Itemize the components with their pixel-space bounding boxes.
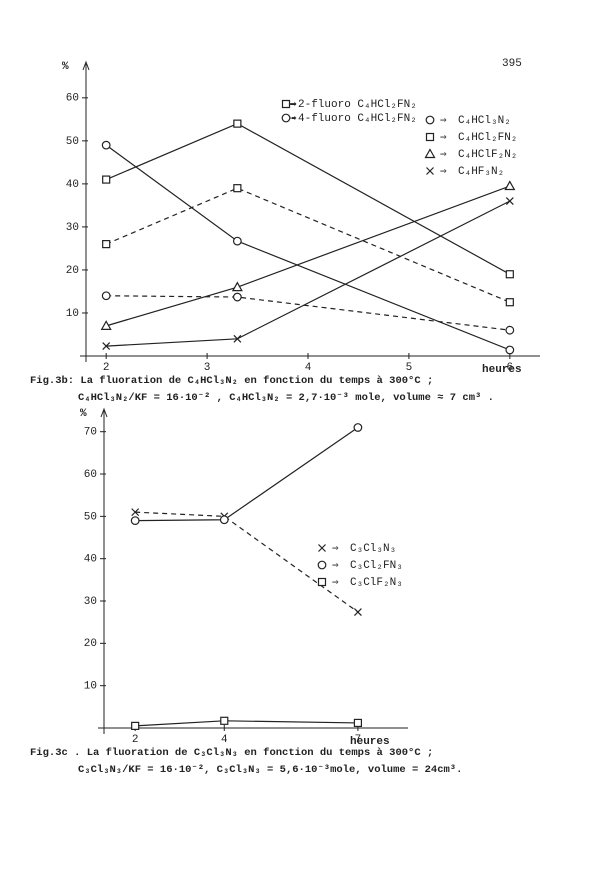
legend-label: C₃Cl₂FN₃ <box>350 560 403 572</box>
y-tick-label: 60 <box>66 93 79 105</box>
legend-label: C₃ClF₂N₃ <box>350 577 403 589</box>
marker <box>131 508 140 517</box>
y-tick-label: 40 <box>66 179 79 191</box>
marker <box>101 291 111 301</box>
marker <box>233 119 242 128</box>
x-tick-label: 4 <box>221 734 228 746</box>
legend-label: C₃Cl₃N₃ <box>350 543 396 555</box>
legend-label: 2-fluoro C₄HCl₂FN₂ <box>298 99 417 111</box>
series-line <box>106 185 511 327</box>
legend-label: C₄HF₃N₂ <box>458 166 504 178</box>
legend-marker <box>317 577 327 587</box>
page-number: 395 <box>502 58 522 70</box>
legend-marker <box>318 544 326 552</box>
marker <box>505 197 514 206</box>
legend-marker <box>281 99 291 109</box>
marker <box>231 281 243 292</box>
y-tick-label: 30 <box>66 222 79 234</box>
y-tick-label: 50 <box>66 136 79 148</box>
y-tick-label: 30 <box>84 596 97 608</box>
marker <box>233 334 242 343</box>
series-line <box>105 144 511 351</box>
x-tick-label: 2 <box>132 734 139 746</box>
marker <box>102 342 111 351</box>
marker <box>131 721 140 730</box>
legend-arrow: ⇒ <box>290 99 297 111</box>
y-tick-label: 50 <box>84 511 97 523</box>
y-tick-label: 70 <box>84 427 97 439</box>
legend-marker <box>425 115 435 125</box>
marker <box>505 345 515 355</box>
y-tick-label: 60 <box>84 469 97 481</box>
marker <box>353 718 363 728</box>
figure-caption: Fig.3b: La fluoration de C₄HCl₃N₂ en fon… <box>30 375 433 387</box>
y-axis-arrow <box>82 60 90 71</box>
x-axis-label: heures <box>482 364 522 376</box>
x-tick-label: 6 <box>507 362 514 374</box>
legend-arrow: ⇒ <box>440 149 447 161</box>
y-axis-label: % <box>80 408 87 420</box>
marker <box>102 240 111 249</box>
marker <box>219 515 229 525</box>
y-tick-label: 40 <box>84 554 97 566</box>
y-tick-label: 10 <box>84 681 97 693</box>
legend-arrow: ⇒ <box>332 577 339 589</box>
marker <box>232 236 242 246</box>
figure-caption: C₄HCl₃N₂/KF = 16·10⁻² , C₄HCl₃N₂ = 2,7·1… <box>78 392 494 404</box>
legend-label: C₄HCl₃N₂ <box>458 115 511 127</box>
legend-arrow: ⇒ <box>440 166 447 178</box>
legend-arrow: ⇒ <box>332 560 339 572</box>
y-axis-label: % <box>62 61 69 73</box>
y-tick-label: 20 <box>84 638 97 650</box>
series-line <box>135 511 359 613</box>
x-tick-label: 5 <box>406 362 413 374</box>
legend-arrow: ⇒ <box>440 115 447 127</box>
series-line <box>106 200 511 347</box>
legend-marker <box>281 113 291 123</box>
series-line <box>105 187 511 303</box>
legend-arrow: ⇒ <box>332 543 339 555</box>
marker <box>233 184 242 193</box>
series-line <box>135 426 359 522</box>
legend-label: 4-fluoro C₄HCl₂FN₂ <box>298 113 417 125</box>
legend-label: C₄HClF₂N₂ <box>458 149 517 161</box>
y-axis-arrow <box>100 407 108 418</box>
x-tick-label: 7 <box>355 734 362 746</box>
legend-marker <box>426 167 434 175</box>
marker <box>102 175 111 184</box>
marker <box>130 516 140 525</box>
y-tick-label: 10 <box>66 308 79 320</box>
x-tick-label: 3 <box>204 362 211 374</box>
legend-arrow: ⇒ <box>440 132 447 144</box>
figure-caption: C₃Cl₃N₃/KF = 16·10⁻², C₃Cl₃N₃ = 5,6·10⁻³… <box>78 764 462 776</box>
marker <box>505 270 514 279</box>
marker <box>505 298 514 307</box>
marker <box>101 140 111 150</box>
marker <box>220 716 229 725</box>
legend-marker <box>425 132 435 142</box>
marker <box>504 180 516 191</box>
figure-caption: Fig.3c . La fluoration de C₃Cl₃N₃ en fon… <box>30 747 433 759</box>
series-line <box>135 720 358 727</box>
legend-marker <box>317 560 327 570</box>
x-tick-label: 2 <box>103 362 110 374</box>
marker <box>505 325 515 335</box>
marker <box>232 292 242 302</box>
series-line <box>106 295 510 331</box>
x-tick-label: 4 <box>305 362 312 374</box>
legend-marker <box>424 148 436 159</box>
marker <box>353 608 362 616</box>
y-tick-label: 20 <box>66 265 79 277</box>
legend-label: C₄HCl₂FN₂ <box>458 132 517 144</box>
x-axis-label: heures <box>350 736 390 748</box>
marker <box>100 320 112 330</box>
marker <box>353 423 363 432</box>
series-line <box>105 122 511 275</box>
legend-arrow: ⇒ <box>290 113 297 125</box>
